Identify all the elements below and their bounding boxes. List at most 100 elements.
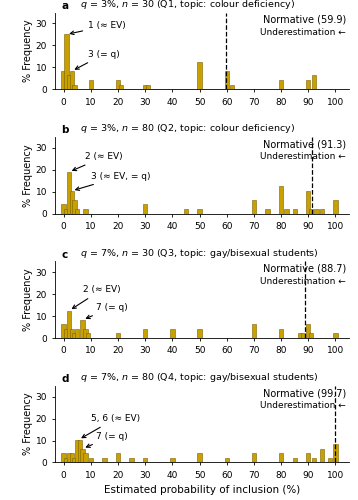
Bar — [89, 458, 93, 462]
Bar — [69, 454, 74, 462]
Bar — [81, 320, 85, 338]
Bar — [72, 84, 77, 89]
Bar — [309, 334, 313, 338]
Bar — [116, 80, 120, 90]
Text: 2 (≈ EV): 2 (≈ EV) — [72, 286, 120, 308]
Bar — [306, 80, 310, 90]
Bar — [314, 209, 319, 214]
Bar — [116, 334, 120, 338]
Text: c: c — [61, 250, 68, 260]
Bar — [252, 200, 256, 213]
Bar — [279, 186, 283, 214]
Bar — [69, 329, 74, 338]
Bar — [67, 454, 71, 462]
Bar — [75, 329, 79, 338]
Text: 7 (= q): 7 (= q) — [86, 303, 128, 318]
Text: 3 (≈ EV, = q): 3 (≈ EV, = q) — [76, 172, 150, 191]
Bar — [252, 454, 256, 462]
Text: Underestimation ←: Underestimation ← — [260, 152, 346, 162]
Bar — [81, 448, 85, 462]
Bar — [292, 458, 297, 462]
Bar — [279, 80, 283, 90]
Text: Normative (99.7): Normative (99.7) — [263, 388, 346, 398]
Bar — [67, 310, 71, 338]
Bar — [311, 76, 316, 90]
Bar — [230, 84, 234, 89]
Bar — [75, 209, 79, 214]
Bar — [292, 209, 297, 214]
Bar — [146, 84, 150, 89]
Bar — [67, 76, 71, 90]
Bar — [301, 334, 305, 338]
Text: Underestimation ←: Underestimation ← — [260, 28, 346, 37]
Y-axis label: % Frequency: % Frequency — [23, 393, 33, 456]
Bar — [143, 84, 147, 89]
Bar — [224, 71, 229, 90]
Bar — [143, 329, 147, 338]
Text: Normative (91.3): Normative (91.3) — [263, 139, 346, 149]
Bar — [320, 209, 324, 214]
Bar — [328, 458, 332, 462]
Bar — [265, 209, 270, 214]
Bar — [306, 191, 310, 214]
Bar — [143, 204, 147, 214]
Bar — [62, 71, 66, 90]
Bar — [333, 444, 338, 462]
X-axis label: Estimated probability of inclusion (%): Estimated probability of inclusion (%) — [104, 486, 300, 496]
Text: 1 (≈ EV): 1 (≈ EV) — [70, 21, 126, 34]
Y-axis label: % Frequency: % Frequency — [23, 20, 33, 82]
Text: d: d — [61, 374, 69, 384]
Bar — [86, 334, 90, 338]
Text: a: a — [61, 1, 68, 11]
Text: b: b — [61, 126, 69, 136]
Bar — [89, 80, 93, 90]
Text: 7 (= q): 7 (= q) — [86, 432, 128, 448]
Bar — [279, 454, 283, 462]
Bar — [69, 191, 74, 214]
Bar — [64, 458, 68, 462]
Text: $q$ = 7%, $n$ = 30 (Q3, topic: gay/bisexual students): $q$ = 7%, $n$ = 30 (Q3, topic: gay/bisex… — [81, 247, 319, 260]
Text: 3 (= q): 3 (= q) — [75, 50, 120, 69]
Bar — [75, 440, 79, 462]
Bar — [83, 209, 88, 214]
Bar — [224, 458, 229, 462]
Bar — [143, 458, 147, 462]
Text: $q$ = 3%, $n$ = 30 (Q1, topic: colour deficiency): $q$ = 3%, $n$ = 30 (Q1, topic: colour de… — [81, 0, 295, 11]
Text: Underestimation ←: Underestimation ← — [260, 401, 346, 410]
Bar — [306, 454, 310, 462]
Y-axis label: % Frequency: % Frequency — [23, 268, 33, 331]
Bar — [64, 329, 68, 338]
Text: 5, 6 (≈ EV): 5, 6 (≈ EV) — [82, 414, 140, 438]
Bar — [170, 458, 175, 462]
Text: 2 (≈ EV): 2 (≈ EV) — [73, 152, 123, 171]
Bar — [298, 334, 302, 338]
Bar — [83, 454, 88, 462]
Bar — [284, 209, 289, 214]
Bar — [197, 329, 202, 338]
Bar — [116, 454, 120, 462]
Bar — [252, 324, 256, 338]
Bar — [62, 454, 66, 462]
Bar — [72, 200, 77, 213]
Bar — [184, 209, 188, 214]
Bar — [78, 440, 82, 462]
Bar — [197, 454, 202, 462]
Bar — [197, 209, 202, 214]
Text: Underestimation ←: Underestimation ← — [260, 276, 346, 285]
Y-axis label: % Frequency: % Frequency — [23, 144, 33, 206]
Bar — [62, 204, 66, 214]
Bar — [320, 448, 324, 462]
Bar — [72, 458, 77, 462]
Bar — [170, 329, 175, 338]
Bar — [83, 329, 88, 338]
Bar — [62, 324, 66, 338]
Bar — [279, 329, 283, 338]
Text: Normative (59.9): Normative (59.9) — [263, 15, 346, 25]
Bar — [67, 172, 71, 214]
Bar — [102, 458, 107, 462]
Bar — [197, 62, 202, 90]
Text: $q$ = 7%, $n$ = 80 (Q4, topic: gay/bisexual students): $q$ = 7%, $n$ = 80 (Q4, topic: gay/bisex… — [81, 371, 319, 384]
Text: Normative (88.7): Normative (88.7) — [263, 264, 346, 274]
Bar — [309, 209, 313, 214]
Bar — [69, 71, 74, 90]
